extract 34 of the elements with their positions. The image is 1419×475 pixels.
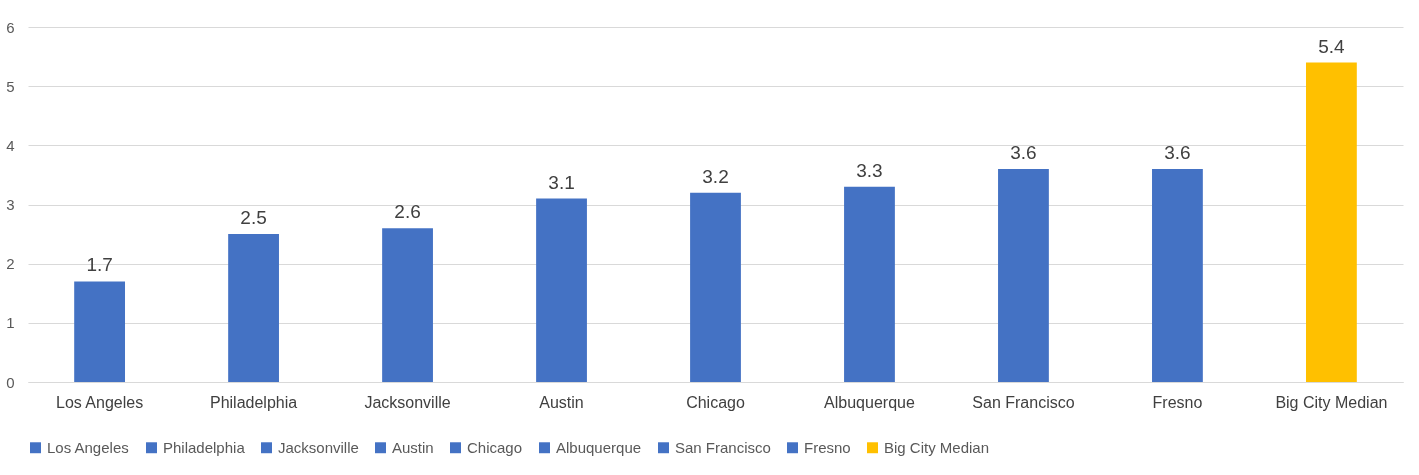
- data-label: 2.6: [394, 201, 421, 223]
- y-tick-label: 5: [6, 77, 15, 95]
- data-label: 3.3: [856, 159, 883, 181]
- data-label: 5.4: [1318, 35, 1346, 57]
- y-tick-label: 6: [6, 18, 15, 36]
- y-tick-label: 2: [6, 255, 15, 273]
- y-tick-label: 3: [6, 196, 15, 213]
- legend-label: Austin: [392, 438, 434, 456]
- data-label: 3.1: [548, 171, 575, 193]
- x-tick-label: San Francisco: [972, 393, 1075, 411]
- legend-label: Big City Median: [884, 438, 990, 456]
- x-tick-label: Los Angeles: [56, 393, 144, 411]
- x-tick-label: Austin: [539, 393, 584, 411]
- data-label: 2.5: [240, 207, 267, 229]
- legend-label: Albuquerque: [556, 438, 642, 456]
- x-tick-label: Philadelphia: [209, 393, 298, 411]
- y-tick-label: 1: [6, 314, 15, 332]
- x-tick-label: Albuquerque: [824, 393, 915, 411]
- x-tick-label: Fresno: [1152, 393, 1203, 411]
- data-label: 1.7: [86, 254, 113, 276]
- y-tick-label: 0: [6, 373, 15, 391]
- x-tick-label: Big City Median: [1275, 393, 1388, 411]
- data-label: 3.6: [1164, 142, 1191, 163]
- legend-label: Jacksonville: [278, 438, 359, 456]
- x-tick-label: Jacksonville: [364, 393, 451, 411]
- legend-label: Fresno: [804, 438, 851, 456]
- data-label: 3.2: [702, 165, 729, 187]
- data-label: 3.6: [1010, 142, 1037, 163]
- y-tick-label: 4: [6, 136, 15, 154]
- x-tick-label: Chicago: [686, 393, 745, 411]
- legend-label: San Francisco: [675, 438, 771, 456]
- legend-label: Los Angeles: [47, 438, 129, 456]
- legend-label: Philadelphia: [163, 438, 246, 456]
- legend-label: Chicago: [467, 438, 523, 456]
